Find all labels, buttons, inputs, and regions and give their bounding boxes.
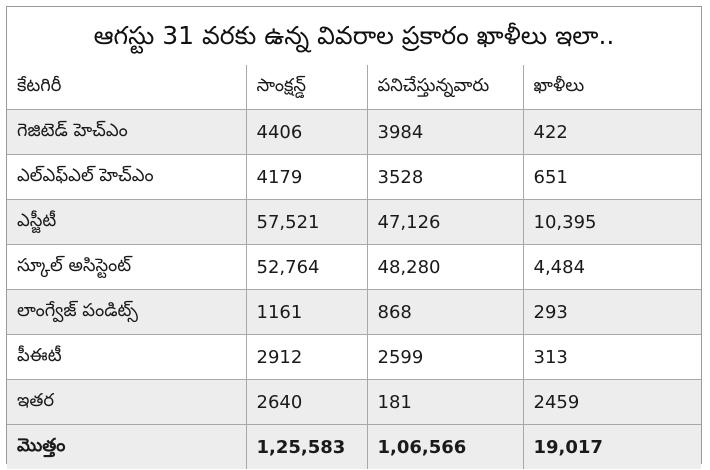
cell-sanctioned: 2640 [245, 379, 368, 425]
cell-sanctioned: 57,521 [245, 199, 368, 245]
table-row: స్కూల్ అసిస్టెంట్ 52,764 48,280 4,484 [7, 244, 701, 290]
cell-working: 47,126 [366, 199, 524, 245]
table-row: ఎల్ఎఫ్ఎల్ హెచ్ఎం 4179 3528 651 [7, 154, 701, 200]
cell-working: 181 [366, 379, 524, 425]
cell-vacancies: 293 [522, 289, 701, 335]
table-row: గెజిటెడ్ హెచ్ఎం 4406 3984 422 [7, 109, 701, 155]
cell-sanctioned: 4179 [245, 154, 368, 200]
cell-vacancies: 313 [522, 334, 701, 380]
table-row: లాంగ్వేజ్ పండిట్స్ 1161 868 293 [7, 289, 701, 335]
cell-vacancies: 2459 [522, 379, 701, 425]
cell-vacancies: 10,395 [522, 199, 701, 245]
cell-vacancies: 4,484 [522, 244, 701, 290]
cell-vacancies: 422 [522, 109, 701, 155]
total-sanctioned: 1,25,583 [245, 424, 368, 469]
cell-category: లాంగ్వేజ్ పండిట్స్ [7, 289, 247, 335]
vacancy-table: కేటగిరీ సాంక్షన్డ్ పనిచేస్తున్నవారు ఖాళీ… [7, 65, 701, 469]
table-title: ఆగస్టు 31 వరకు ఉన్న వివరాల ప్రకారం ఖాళీల… [7, 7, 701, 66]
cell-category: ఇతర [7, 379, 247, 425]
cell-sanctioned: 1161 [245, 289, 368, 335]
cell-working: 2599 [366, 334, 524, 380]
header-working: పనిచేస్తున్నవారు [366, 65, 524, 110]
cell-sanctioned: 52,764 [245, 244, 368, 290]
cell-category: పీఈటీ [7, 334, 247, 380]
cell-sanctioned: 2912 [245, 334, 368, 380]
table-row: ఇతర 2640 181 2459 [7, 379, 701, 425]
cell-working: 3984 [366, 109, 524, 155]
header-vacancies: ఖాళీలు [522, 65, 701, 110]
header-sanctioned: సాంక్షన్డ్ [245, 65, 368, 110]
total-vacancies: 19,017 [522, 424, 701, 469]
cell-sanctioned: 4406 [245, 109, 368, 155]
total-working: 1,06,566 [366, 424, 524, 469]
cell-working: 868 [366, 289, 524, 335]
table-row: ఎస్జీటీ 57,521 47,126 10,395 [7, 199, 701, 245]
cell-category: ఎస్జీటీ [7, 199, 247, 245]
cell-vacancies: 651 [522, 154, 701, 200]
cell-category: స్కూల్ అసిస్టెంట్ [7, 244, 247, 290]
cell-category: గెజిటెడ్ హెచ్ఎం [7, 109, 247, 155]
vacancy-table-card: ఆగస్టు 31 వరకు ఉన్న వివరాల ప్రకారం ఖాళీల… [6, 6, 702, 469]
cell-working: 48,280 [366, 244, 524, 290]
cell-category: ఎల్ఎఫ్ఎల్ హెచ్ఎం [7, 154, 247, 200]
table-row: పీఈటీ 2912 2599 313 [7, 334, 701, 380]
total-label: మొత్తం [7, 424, 247, 469]
header-row: కేటగిరీ సాంక్షన్డ్ పనిచేస్తున్నవారు ఖాళీ… [7, 65, 701, 110]
header-category: కేటగిరీ [7, 65, 247, 110]
cell-working: 3528 [366, 154, 524, 200]
total-row: మొత్తం 1,25,583 1,06,566 19,017 [7, 424, 701, 469]
